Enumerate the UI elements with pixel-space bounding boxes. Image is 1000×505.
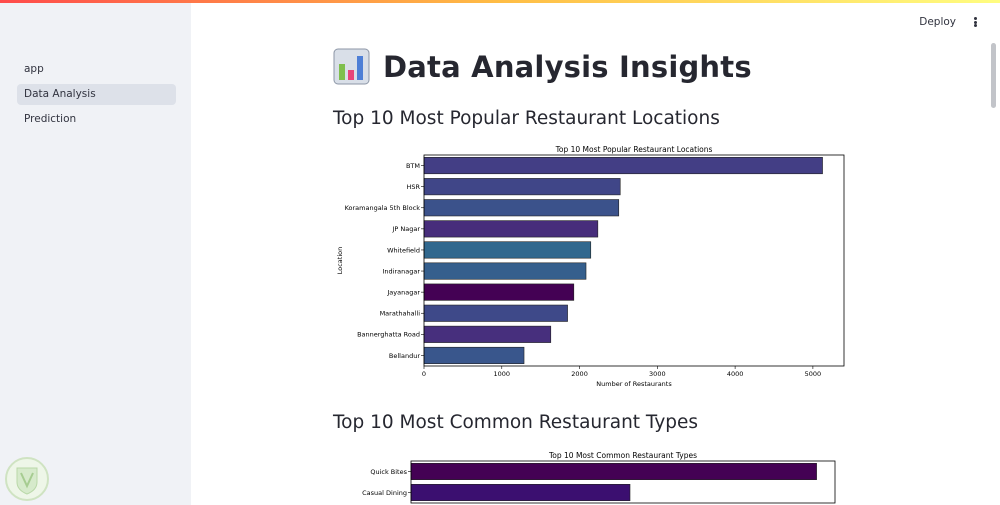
main-menu-icon[interactable]: [970, 15, 980, 29]
bar: [410, 484, 631, 501]
page-title-text: Data Analysis Insights: [383, 49, 752, 84]
chart-title: Top 10 Most Popular Restaurant Locations: [555, 145, 713, 154]
bar: [423, 178, 621, 196]
bar: [423, 283, 575, 301]
y-tick-label: Indiranagar: [382, 267, 420, 275]
bar: [423, 346, 525, 364]
deploy-button[interactable]: Deploy: [919, 16, 956, 28]
app-header: Deploy: [191, 3, 1000, 41]
watermark-logo: [5, 457, 49, 501]
bar-chart-icon: [333, 48, 370, 85]
y-tick-label: BTM: [406, 162, 420, 170]
x-tick-label: 4000: [727, 370, 744, 378]
types-bar-chart: Top 10 Most Common Restaurant Types Quick…: [362, 451, 836, 504]
x-tick-label: 2000: [571, 370, 588, 378]
sidebar-nav: app Data Analysis Prediction: [17, 59, 176, 134]
x-tick-label: 0: [422, 370, 426, 378]
plot-frame: [410, 460, 836, 504]
section-heading-locations: Top 10 Most Popular Restaurant Locations: [333, 108, 720, 129]
sidebar-item-prediction[interactable]: Prediction: [24, 113, 77, 125]
x-tick-label: 1000: [494, 370, 511, 378]
locations-bar-chart: Top 10 Most Popular Restaurant Locations…: [336, 145, 845, 388]
sidebar-item-app[interactable]: app: [24, 63, 44, 75]
bar: [423, 304, 568, 322]
section-heading-types: Top 10 Most Common Restaurant Types: [333, 412, 699, 433]
x-tick-label: 5000: [805, 370, 822, 378]
y-tick-label: HSR: [406, 183, 420, 191]
y-tick-label: Whitefield: [387, 246, 420, 254]
y-tick-label: Jayanagar: [386, 288, 420, 296]
bar: [423, 241, 592, 259]
y-tick-label: Casual Dining: [362, 489, 407, 497]
bar: [423, 199, 620, 217]
sidebar-item-data-analysis[interactable]: Data Analysis: [17, 84, 176, 105]
bar: [423, 325, 552, 343]
y-axis-label: Location: [336, 247, 344, 275]
x-tick-label: 3000: [649, 370, 666, 378]
sidebar: app Data Analysis Prediction: [0, 3, 191, 505]
page-title: Data Analysis Insights: [333, 48, 752, 85]
plot-frame: [423, 154, 845, 367]
x-axis-label: Number of Restaurants: [596, 380, 672, 388]
chart-title: Top 10 Most Common Restaurant Types: [548, 451, 697, 460]
bar: [410, 463, 817, 480]
y-tick-label: Koramangala 5th Block: [345, 204, 421, 212]
y-tick-label: JP Nagar: [391, 225, 420, 233]
bar: [423, 157, 823, 175]
scrollbar-thumb[interactable]: [991, 43, 996, 108]
y-tick-label: Marathahalli: [380, 310, 421, 318]
y-tick-label: Quick Bites: [370, 468, 407, 476]
top-decoration-bar: [0, 0, 1000, 3]
y-tick-label: Bannerghatta Road: [357, 331, 420, 339]
bar: [423, 262, 587, 280]
y-tick-label: Bellandur: [389, 352, 420, 360]
bar: [423, 220, 599, 238]
